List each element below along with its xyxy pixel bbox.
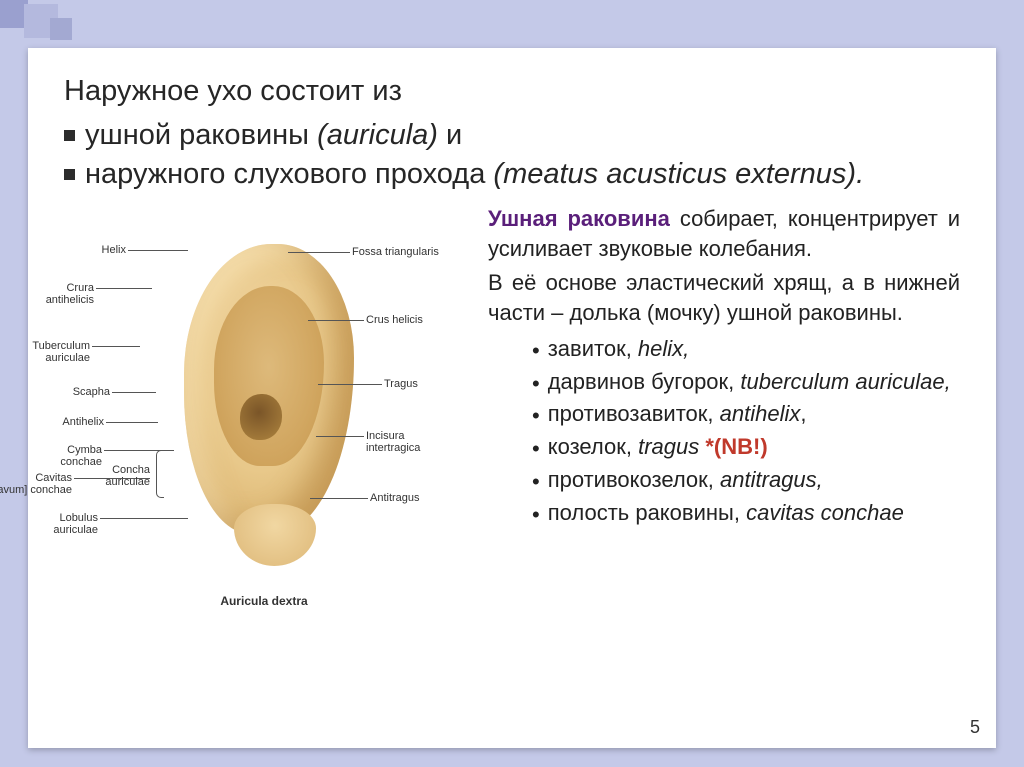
anatomy-label: Crus helicis: [366, 314, 423, 326]
leader-line: [308, 320, 364, 321]
bullet-item: наружного слухового прохода (meatus acus…: [64, 155, 960, 194]
top-bullet-list: ушной раковины (auricula) и наружного сл…: [64, 116, 960, 194]
sublist-item: • полость раковины, cavitas conchae: [532, 498, 960, 530]
bullet-dot-icon: •: [532, 336, 540, 366]
sublist-item: • завиток, helix,: [532, 334, 960, 366]
square-bullet-icon: [64, 130, 75, 141]
highlight-term: Ушная раковина: [488, 206, 670, 231]
leader-line: [316, 436, 364, 437]
anatomy-label: Helix: [102, 244, 126, 256]
anatomy-label: Cymbaconchae: [60, 444, 102, 468]
sublist-text: дарвинов бугорок, tuberculum auriculae,: [548, 367, 951, 397]
bullet-latin: (meatus acusticus externus).: [493, 158, 864, 190]
leader-line: [310, 498, 368, 499]
ear-anatomy-figure: Auricula dextra HelixCruraantihelicisTub…: [64, 204, 464, 614]
leader-line: [112, 392, 156, 393]
leader-line: [318, 384, 382, 385]
sublist-text: завиток, helix,: [548, 334, 690, 364]
anatomy-label: Antihelix: [62, 416, 104, 428]
anatomy-label: Tragus: [384, 378, 418, 390]
leader-line: [288, 252, 350, 253]
bullet-item: ушной раковины (auricula) и: [64, 116, 960, 155]
anatomy-label: Antitragus: [370, 492, 420, 504]
anatomy-label: Incisuraintertragica: [366, 430, 420, 454]
leader-line: [92, 346, 140, 347]
description-column: Ушная раковина собирает, концентрирует и…: [474, 204, 960, 614]
slide-heading: Наружное ухо состоит из: [64, 72, 960, 110]
structure-sublist: • завиток, helix, • дарвинов бугорок, tuber…: [532, 334, 960, 530]
leader-line: [106, 422, 158, 423]
sublist-item: • противокозелок, antitragus,: [532, 465, 960, 497]
leader-line: [128, 250, 188, 251]
anatomy-label: Scapha: [73, 386, 110, 398]
leader-line: [96, 288, 152, 289]
bullet-dot-icon: •: [532, 401, 540, 431]
figure-caption: Auricula dextra: [64, 594, 464, 608]
intro-paragraph-1: Ушная раковина собирает, концентрирует и…: [488, 204, 960, 264]
bullet-ru: наружного слухового прохода: [85, 158, 493, 190]
anatomy-label: Tuberculumauriculae: [32, 340, 90, 364]
anatomy-label: Fossa triangularis: [352, 246, 439, 258]
square-bullet-icon: [64, 169, 75, 180]
sublist-text: козелок, tragus *(NB!): [548, 432, 768, 462]
intro-paragraph-2: В её основе эластический хрящ, а в нижне…: [488, 268, 960, 328]
slide-body: Наружное ухо состоит из ушной раковины (…: [28, 48, 996, 748]
anatomy-label: Lobulusauriculae: [53, 512, 98, 536]
ear-lobule-shape: [234, 504, 316, 566]
bullet-dot-icon: •: [532, 500, 540, 530]
page-number: 5: [970, 717, 980, 738]
leader-line: [100, 518, 188, 519]
sublist-item: • дарвинов бугорок, tuberculum auriculae,: [532, 367, 960, 399]
anatomy-label: Conchaauriculae: [105, 464, 150, 488]
ear-canal-shape: [240, 394, 282, 440]
bullet-dot-icon: •: [532, 369, 540, 399]
bullet-latin: (auricula): [317, 119, 438, 151]
anatomy-label: Cruraantihelicis: [46, 282, 94, 306]
corner-decoration: [0, 0, 100, 48]
bullet-ru: ушной раковины: [85, 119, 317, 151]
sublist-item: • козелок, tragus *(NB!): [532, 432, 960, 464]
sublist-item: • противозавиток, antihelix,: [532, 399, 960, 431]
sublist-text: противокозелок, antitragus,: [548, 465, 823, 495]
anatomy-label: Cavitas[cavum] conchae: [0, 472, 72, 496]
bullet-tail: и: [438, 119, 462, 151]
bullet-dot-icon: •: [532, 467, 540, 497]
brace-icon: [156, 450, 164, 498]
bullet-dot-icon: •: [532, 434, 540, 464]
sublist-text: противозавиток, antihelix,: [548, 399, 807, 429]
sublist-text: полость раковины, cavitas conchae: [548, 498, 904, 528]
